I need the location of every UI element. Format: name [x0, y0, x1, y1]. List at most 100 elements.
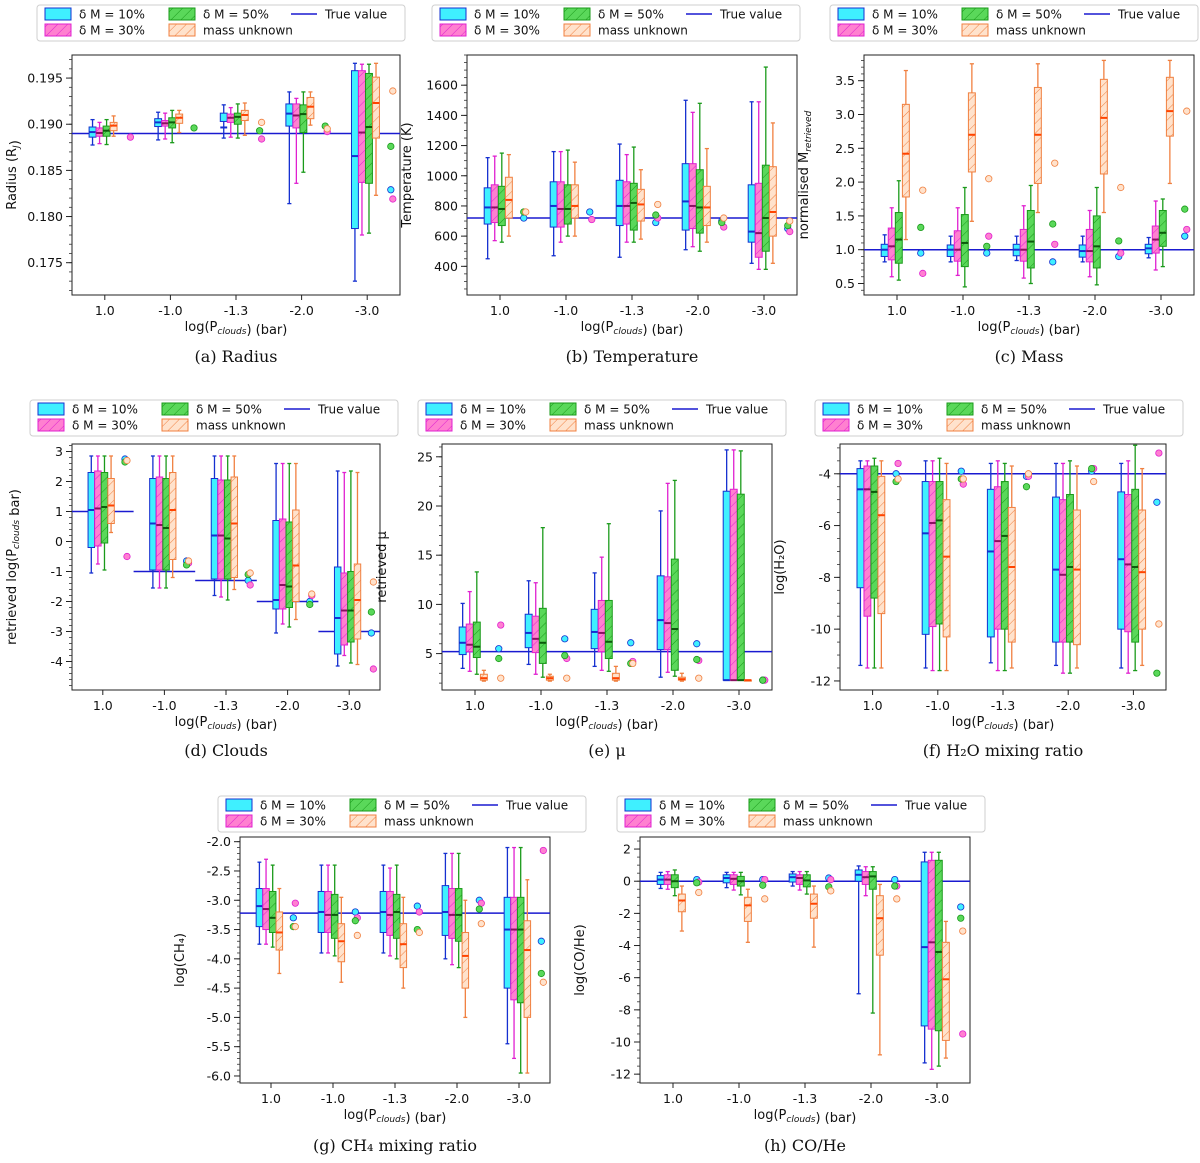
plot-frame	[639, 836, 971, 1084]
box-unk	[1165, 59, 1191, 185]
outlier-point	[1181, 232, 1189, 240]
x-axis-label: log(Pclouds) (bar)	[754, 1108, 857, 1126]
box-iqr	[1158, 209, 1167, 247]
legend-label-d30: δ M = 30%	[72, 419, 138, 433]
y-axis-label: log(CO/He)	[573, 924, 588, 995]
box-iqr	[695, 169, 704, 234]
box-d10	[317, 864, 359, 954]
box-iqr	[604, 599, 613, 660]
box-unk	[292, 462, 316, 621]
y-axis-label: retrieved μ	[375, 531, 390, 602]
box-iqr	[497, 185, 506, 227]
box-unk	[1099, 59, 1125, 214]
x-axis-label: log(Pclouds) (bar)	[556, 715, 659, 733]
box-unk	[1073, 465, 1098, 669]
legend-swatch-d50	[549, 402, 577, 416]
box-unk	[901, 69, 927, 241]
box-iqr	[663, 576, 672, 651]
box-unk	[875, 883, 901, 1056]
x-tick-label: -1.0	[926, 698, 950, 713]
box-iqr	[1117, 491, 1126, 630]
y-tick-label: 800	[434, 198, 458, 213]
y-tick-label: 0.195	[27, 71, 63, 86]
x-tick-label: -2.0	[445, 1091, 469, 1106]
outlier-point	[1153, 498, 1161, 506]
box-iqr	[162, 478, 170, 571]
plot-frame	[71, 54, 401, 296]
outlier-point	[123, 552, 131, 561]
legend-swatch-unk	[161, 418, 189, 432]
box-iqr	[292, 509, 300, 602]
outlier-point	[1024, 470, 1033, 478]
box-d50	[894, 180, 925, 281]
legend-swatch-unk	[961, 23, 989, 37]
y-tick-label: 2	[623, 842, 631, 857]
legend-swatch-d30	[624, 814, 652, 828]
box-unk	[479, 669, 505, 682]
y-tick-label: 1200	[426, 138, 458, 153]
box-iqr	[272, 520, 280, 610]
outlier-point	[353, 931, 361, 940]
box-iqr	[333, 566, 342, 655]
outlier-point	[894, 475, 902, 483]
legend-swatch-d10	[44, 7, 72, 21]
outlier-point	[351, 908, 359, 916]
box-unk	[230, 455, 254, 591]
box-d10	[946, 235, 991, 263]
outlier-point	[522, 208, 530, 216]
legend: δ M = 10% δ M = 50% True value δ M = 30% mas…	[829, 4, 1199, 42]
outlier-point	[1049, 258, 1057, 266]
legend: δ M = 10% δ M = 50% True value δ M = 30% mas…	[36, 4, 406, 42]
box-iqr	[1059, 499, 1067, 643]
outlier-point	[369, 665, 377, 673]
box-iqr	[563, 184, 572, 225]
outlier-point	[537, 937, 545, 945]
y-tick-label: 5	[425, 646, 433, 661]
box-d10	[590, 572, 635, 668]
box-unk	[877, 460, 902, 669]
box-iqr	[887, 227, 896, 261]
outlier-point	[291, 899, 299, 907]
box-iqr	[337, 923, 346, 963]
box-unk	[702, 147, 728, 243]
box-d30	[729, 449, 769, 684]
legend-swatch-d30	[439, 23, 467, 37]
box-iqr	[285, 103, 294, 127]
x-tick-label: -1.0	[727, 1091, 751, 1106]
box-unk	[768, 122, 794, 264]
legend-label-unk: mass unknown	[783, 815, 873, 829]
box-iqr	[107, 478, 115, 524]
outlier-point	[693, 640, 701, 648]
panel-c: 0.5 1.0 1.5 2.0 2.5 3.0 3.5 1.0 -1.0 -1.3 -2.0 -3.0…	[797, 4, 1199, 366]
box-iqr	[306, 96, 315, 120]
outlier-point	[306, 600, 314, 609]
box-iqr	[1000, 481, 1009, 630]
box-unk	[570, 161, 579, 237]
box-iqr	[1124, 493, 1133, 633]
box-iqr	[877, 475, 886, 615]
box-iqr	[531, 615, 540, 654]
outlier-point	[497, 674, 505, 682]
outlier-point	[985, 232, 993, 240]
y-tick-label: -2.5	[207, 863, 231, 878]
y-tick-label: 2.0	[835, 175, 855, 190]
outlier-point	[389, 87, 397, 95]
box-unk	[175, 109, 184, 134]
y-tick-label: -5.5	[207, 1039, 231, 1054]
y-tick-label: -4	[51, 654, 64, 669]
box-d10	[503, 846, 545, 1045]
outlier-point	[289, 914, 297, 922]
box-iqr	[946, 244, 955, 257]
y-tick-label: 1	[55, 504, 63, 519]
outlier-point	[959, 1030, 967, 1038]
box-iqr	[516, 896, 525, 1004]
legend-label-unk: mass unknown	[196, 419, 286, 433]
box-iqr	[1066, 493, 1074, 643]
panel-f: -12 -10 -8 -6 -4 1.0 -1.0 -1.3 -2.0 -3.0 log(Pclou…	[773, 399, 1184, 760]
outlier-point	[786, 217, 794, 225]
y-tick-label: 0.175	[27, 255, 63, 270]
box-d10	[656, 510, 701, 678]
box-d10	[88, 118, 97, 146]
outlier-point	[1153, 669, 1161, 677]
x-tick-label: 1.0	[95, 303, 115, 318]
